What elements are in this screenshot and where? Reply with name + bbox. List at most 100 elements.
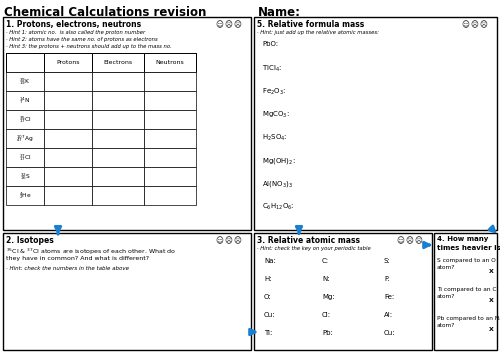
- Text: Ti:: Ti:: [264, 330, 272, 336]
- Text: ☺: ☺: [396, 236, 404, 245]
- Text: $^{39}_{19}$K: $^{39}_{19}$K: [20, 76, 30, 87]
- Bar: [44, 148, 92, 167]
- Text: Fe$_2$O$_3$:: Fe$_2$O$_3$:: [262, 87, 286, 97]
- Bar: [144, 53, 196, 72]
- Text: ☺: ☺: [215, 20, 223, 29]
- Text: Electrons: Electrons: [104, 60, 132, 65]
- Text: Pb compared to an Na
atom?: Pb compared to an Na atom?: [437, 316, 500, 328]
- Text: Pb:: Pb:: [322, 330, 333, 336]
- Text: ☹: ☹: [233, 236, 241, 245]
- Bar: [44, 110, 92, 129]
- Text: $^{32}_{16}$S: $^{32}_{16}$S: [20, 171, 30, 182]
- Text: C$_6$H$_{12}$O$_6$:: C$_6$H$_{12}$O$_6$:: [262, 202, 294, 212]
- Bar: [92, 129, 144, 148]
- Text: $^{107}_{47}$Ag: $^{107}_{47}$Ag: [16, 133, 34, 144]
- Bar: [144, 167, 196, 186]
- Text: S:: S:: [384, 258, 391, 264]
- Text: S compared to an O
atom?: S compared to an O atom?: [437, 258, 496, 270]
- Text: ☹: ☹: [470, 20, 478, 29]
- Bar: [254, 17, 497, 230]
- Text: 5. Relative formula mass: 5. Relative formula mass: [257, 20, 364, 29]
- Text: X: X: [489, 327, 494, 332]
- Text: ☹: ☹: [479, 20, 487, 29]
- Text: Na:: Na:: [264, 258, 276, 264]
- Text: Chemical Calculations revision: Chemical Calculations revision: [4, 6, 206, 19]
- Text: $^{14}_{7}$N: $^{14}_{7}$N: [20, 95, 30, 106]
- Text: Name:: Name:: [258, 6, 301, 19]
- Text: ☺: ☺: [461, 20, 469, 29]
- Bar: [6, 91, 44, 110]
- Text: 1. Protons, electrons, neutrons: 1. Protons, electrons, neutrons: [6, 20, 141, 29]
- Text: they have in common? And what is different?: they have in common? And what is differe…: [6, 256, 149, 261]
- Bar: [144, 91, 196, 110]
- Text: MgCO$_3$:: MgCO$_3$:: [262, 110, 290, 120]
- Bar: [3, 17, 251, 230]
- Text: ☹: ☹: [414, 236, 422, 245]
- Text: Cu:: Cu:: [384, 330, 396, 336]
- Text: 2. Isotopes: 2. Isotopes: [6, 236, 54, 245]
- Text: H:: H:: [264, 276, 272, 282]
- Bar: [44, 91, 92, 110]
- Text: N:: N:: [322, 276, 330, 282]
- Text: · Hint 3: the protons + neutrons should add up to the mass no.: · Hint 3: the protons + neutrons should …: [6, 44, 172, 49]
- Text: Cl:: Cl:: [322, 312, 331, 318]
- Bar: [44, 53, 92, 72]
- Text: PbO:: PbO:: [262, 41, 278, 47]
- Text: · Hint: check the key on your periodic table: · Hint: check the key on your periodic t…: [257, 246, 371, 251]
- Bar: [92, 148, 144, 167]
- Text: $^{35}_{17}$Cl: $^{35}_{17}$Cl: [18, 114, 32, 125]
- Bar: [44, 167, 92, 186]
- Bar: [6, 186, 44, 205]
- Text: 4. How many
times heavier is a: 4. How many times heavier is a: [437, 236, 500, 251]
- Text: $^{37}_{17}$Cl: $^{37}_{17}$Cl: [18, 152, 32, 163]
- Bar: [92, 110, 144, 129]
- Text: · Hint 1: atomic no.  is also called the proton number: · Hint 1: atomic no. is also called the …: [6, 30, 145, 35]
- Text: ☹: ☹: [233, 20, 241, 29]
- Bar: [92, 91, 144, 110]
- Bar: [6, 110, 44, 129]
- Text: H$_2$SO$_4$:: H$_2$SO$_4$:: [262, 133, 287, 143]
- Bar: [6, 129, 44, 148]
- Bar: [254, 233, 432, 350]
- Text: 3. Relative atomic mass: 3. Relative atomic mass: [257, 236, 360, 245]
- Text: $^{4}_{2}$He: $^{4}_{2}$He: [18, 190, 32, 201]
- Text: Al(NO$_3$)$_3$: Al(NO$_3$)$_3$: [262, 179, 293, 189]
- Bar: [6, 167, 44, 186]
- Text: · Hint: just add up the relative atomic masses:: · Hint: just add up the relative atomic …: [257, 30, 379, 35]
- Bar: [44, 129, 92, 148]
- Bar: [144, 186, 196, 205]
- Bar: [144, 72, 196, 91]
- Text: Protons: Protons: [56, 60, 80, 65]
- Text: F:: F:: [384, 276, 390, 282]
- Text: Al:: Al:: [384, 312, 393, 318]
- Text: Neutrons: Neutrons: [156, 60, 184, 65]
- Text: Cu:: Cu:: [264, 312, 276, 318]
- Text: X: X: [489, 269, 494, 274]
- Bar: [144, 129, 196, 148]
- Text: Ti compared to an C
atom?: Ti compared to an C atom?: [437, 287, 496, 299]
- Bar: [6, 53, 44, 72]
- Bar: [3, 233, 251, 350]
- Bar: [6, 148, 44, 167]
- Text: $^{35}$Cl & $^{37}$Cl atoms are isotopes of each other. What do: $^{35}$Cl & $^{37}$Cl atoms are isotopes…: [6, 247, 176, 257]
- Bar: [92, 72, 144, 91]
- Bar: [434, 233, 497, 350]
- Text: ☹: ☹: [224, 20, 232, 29]
- Text: O:: O:: [264, 294, 272, 300]
- Bar: [92, 186, 144, 205]
- Text: ☹: ☹: [405, 236, 413, 245]
- Text: · Hint: check the numbers in the table above: · Hint: check the numbers in the table a…: [6, 266, 129, 271]
- Bar: [144, 148, 196, 167]
- Text: Fe:: Fe:: [384, 294, 394, 300]
- Text: Mg(OH)$_2$:: Mg(OH)$_2$:: [262, 156, 296, 166]
- Bar: [6, 72, 44, 91]
- Bar: [6, 53, 196, 72]
- Text: ☺: ☺: [215, 236, 223, 245]
- Bar: [44, 186, 92, 205]
- Text: X: X: [489, 298, 494, 303]
- Bar: [92, 53, 144, 72]
- Text: Mg:: Mg:: [322, 294, 335, 300]
- Text: TiCl$_4$:: TiCl$_4$:: [262, 64, 282, 74]
- Bar: [144, 110, 196, 129]
- Text: · Hint 2: atoms have the same no. of protons as electrons: · Hint 2: atoms have the same no. of pro…: [6, 37, 158, 42]
